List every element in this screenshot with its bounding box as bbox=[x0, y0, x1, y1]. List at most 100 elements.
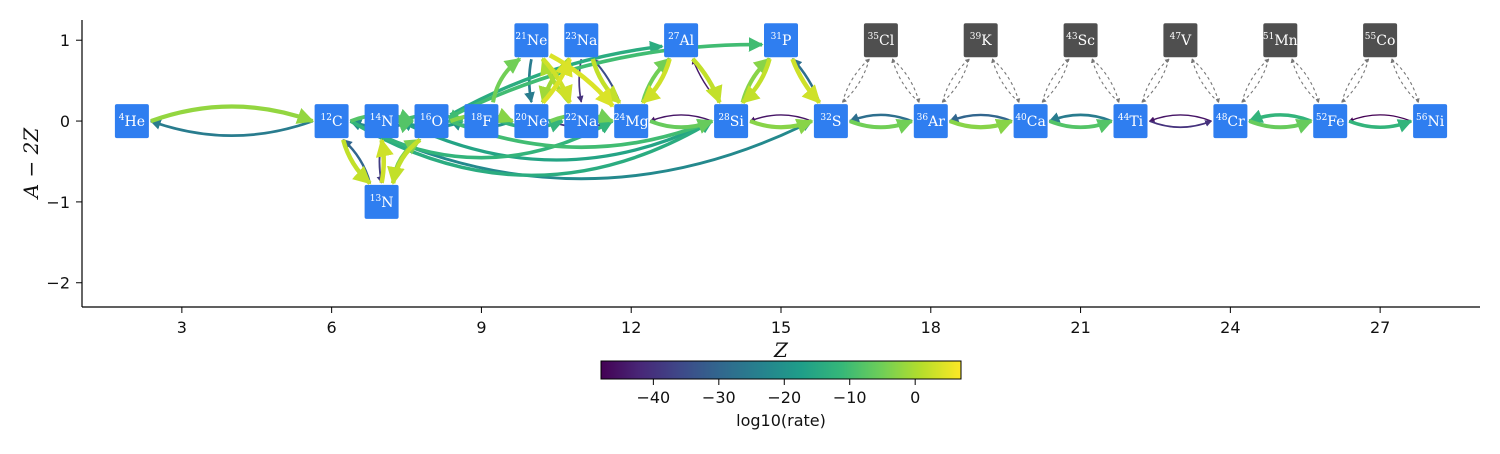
rate-link-fe52-to-ni56 bbox=[1348, 119, 1413, 133]
nucleus-box bbox=[1113, 104, 1148, 139]
nucleus-box bbox=[714, 104, 749, 139]
rate-link-ni56-to-fe52 bbox=[1348, 114, 1412, 122]
nucleus-node-ne21[interactable]: 21Ne bbox=[514, 23, 549, 58]
nucleus-node-na23[interactable]: 23Na bbox=[564, 23, 599, 58]
nucleus-node-p31[interactable]: 31P bbox=[764, 23, 798, 58]
mass-number: 44 bbox=[1118, 113, 1130, 123]
nucleus-box bbox=[1213, 104, 1248, 139]
mass-number: 16 bbox=[420, 113, 432, 123]
nucleus-node-n14[interactable]: 14N bbox=[364, 104, 399, 139]
nucleus-node-co55[interactable]: 55Co bbox=[1363, 23, 1398, 58]
inactive-link-sc43-to-ti44 bbox=[1091, 58, 1121, 103]
rate-link-o16-to-n13 bbox=[387, 137, 422, 185]
rate-link-ne21-to-ne20 bbox=[524, 58, 535, 104]
element-symbol: Cl bbox=[879, 33, 895, 49]
nucleus-node-f18[interactable]: 18F bbox=[464, 104, 499, 139]
nucleus-node-ne20[interactable]: 20Ne bbox=[514, 104, 549, 139]
nucleus-node-ar36[interactable]: 36Ar bbox=[913, 104, 948, 139]
nucleus-node-al27[interactable]: 27Al bbox=[664, 23, 699, 58]
nucleus-label: 20Ne bbox=[515, 113, 547, 130]
nucleus-node-na22[interactable]: 22Na bbox=[564, 104, 599, 139]
x-tick-label: 9 bbox=[476, 318, 486, 337]
rate-link-ti44-to-cr48 bbox=[1149, 120, 1213, 129]
x-tick-label: 6 bbox=[327, 318, 337, 337]
rate-link-c12-to-si28 bbox=[349, 119, 714, 177]
y-ticks: 1 0 −1 −2 bbox=[46, 31, 82, 293]
inactive-link-ca40-to-k39 bbox=[991, 58, 1020, 103]
inactive-link-ca40-to-sc43 bbox=[1041, 58, 1070, 103]
element-symbol: P bbox=[782, 33, 791, 49]
mass-number: 20 bbox=[515, 113, 527, 123]
nucleus-node-ti44[interactable]: 44Ti bbox=[1113, 104, 1148, 139]
mass-number: 21 bbox=[515, 32, 526, 42]
nucleus-label: 44Ti bbox=[1118, 113, 1144, 130]
nucleus-label: 51Mn bbox=[1263, 32, 1298, 49]
rate-link-fe52-to-cr48 bbox=[1248, 109, 1312, 123]
nucleus-label: 40Ca bbox=[1015, 113, 1046, 130]
mass-number: 40 bbox=[1015, 113, 1027, 123]
mass-number: 24 bbox=[614, 113, 626, 123]
rate-link-na23-to-mg24 bbox=[590, 58, 622, 105]
nucleus-label: 43Sc bbox=[1066, 32, 1095, 49]
nucleus-node-he4[interactable]: 4He bbox=[114, 104, 149, 139]
rate-link-he4-to-c12 bbox=[150, 104, 315, 124]
colorbar-ticks: −40 −30 −20 −10 0 bbox=[636, 379, 920, 407]
nucleus-label: 39K bbox=[970, 32, 992, 49]
nucleus-box bbox=[564, 104, 599, 139]
nucleus-node-n13[interactable]: 13N bbox=[364, 184, 399, 219]
nucleus-node-ca40[interactable]: 40Ca bbox=[1013, 104, 1048, 139]
element-symbol: N bbox=[381, 114, 393, 130]
nucleus-box bbox=[364, 104, 399, 139]
nucleus-box bbox=[913, 104, 948, 139]
nucleus-box bbox=[1063, 23, 1098, 58]
inactive-link-k39-to-ar36 bbox=[941, 58, 970, 103]
nucleus-box bbox=[464, 104, 499, 139]
element-symbol: Sc bbox=[1078, 33, 1096, 49]
y-tick-label: 1 bbox=[60, 31, 70, 50]
rate-link-ti44-to-ca40 bbox=[1048, 112, 1113, 123]
nucleus-node-si28[interactable]: 28Si bbox=[714, 104, 749, 139]
mass-number: 13 bbox=[370, 194, 382, 204]
nucleus-box bbox=[514, 23, 549, 58]
inactive-link-cr48-to-v47 bbox=[1190, 58, 1220, 103]
nucleus-node-cl35[interactable]: 35Cl bbox=[863, 23, 898, 58]
nucleus-node-mg24[interactable]: 24Mg bbox=[614, 104, 649, 139]
inactive-link-k39-to-ca40 bbox=[991, 58, 1021, 103]
nucleus-label: 21Ne bbox=[515, 32, 547, 49]
nucleus-node-mn51[interactable]: 51Mn bbox=[1263, 23, 1298, 58]
nucleus-box bbox=[1363, 23, 1398, 58]
x-ticks: 3 6 9 12 15 18 21 24 27 bbox=[177, 307, 1390, 337]
nucleus-node-k39[interactable]: 39K bbox=[963, 23, 998, 58]
rate-link-n13-to-n14 bbox=[375, 138, 394, 184]
nucleus-box bbox=[514, 104, 549, 139]
nucleus-node-v47[interactable]: 47V bbox=[1163, 23, 1198, 58]
rate-link-f18-to-ne21 bbox=[491, 57, 522, 103]
inactive-link-v47-to-ti44 bbox=[1141, 58, 1170, 103]
x-axis-title: Z bbox=[773, 338, 789, 362]
nucleus-node-s32[interactable]: 32S bbox=[813, 104, 848, 139]
element-symbol: Ne bbox=[527, 33, 548, 49]
inactive-link-co55-to-ni56 bbox=[1391, 58, 1420, 103]
mass-number: 43 bbox=[1066, 32, 1078, 42]
nucleus-node-cr48[interactable]: 48Cr bbox=[1213, 104, 1248, 139]
nucleus-node-ni56[interactable]: 56Ni bbox=[1413, 104, 1448, 139]
nucleus-node-fe52[interactable]: 52Fe bbox=[1313, 104, 1348, 139]
nucleus-node-o16[interactable]: 16O bbox=[414, 104, 449, 139]
element-symbol: Na bbox=[577, 114, 598, 130]
y-axis-title: A − 2Z bbox=[19, 127, 43, 201]
mass-number: 39 bbox=[970, 32, 982, 42]
nucleus-box bbox=[364, 184, 399, 219]
rate-link-o16-to-p31 bbox=[449, 37, 764, 119]
element-symbol: F bbox=[482, 114, 492, 130]
nucleus-node-c12[interactable]: 12C bbox=[314, 104, 349, 139]
element-symbol: Ca bbox=[1027, 114, 1046, 130]
element-symbol: Ti bbox=[1129, 114, 1143, 130]
nucleus-node-sc43[interactable]: 43Sc bbox=[1063, 23, 1098, 58]
element-symbol: K bbox=[981, 33, 992, 49]
element-symbol: C bbox=[332, 114, 343, 130]
inactive-link-ni56-to-co55 bbox=[1390, 58, 1419, 103]
inactive-link-cl35-to-ar36 bbox=[892, 58, 921, 103]
x-tick-label: 12 bbox=[621, 318, 641, 337]
x-tick-label: 27 bbox=[1370, 318, 1390, 337]
